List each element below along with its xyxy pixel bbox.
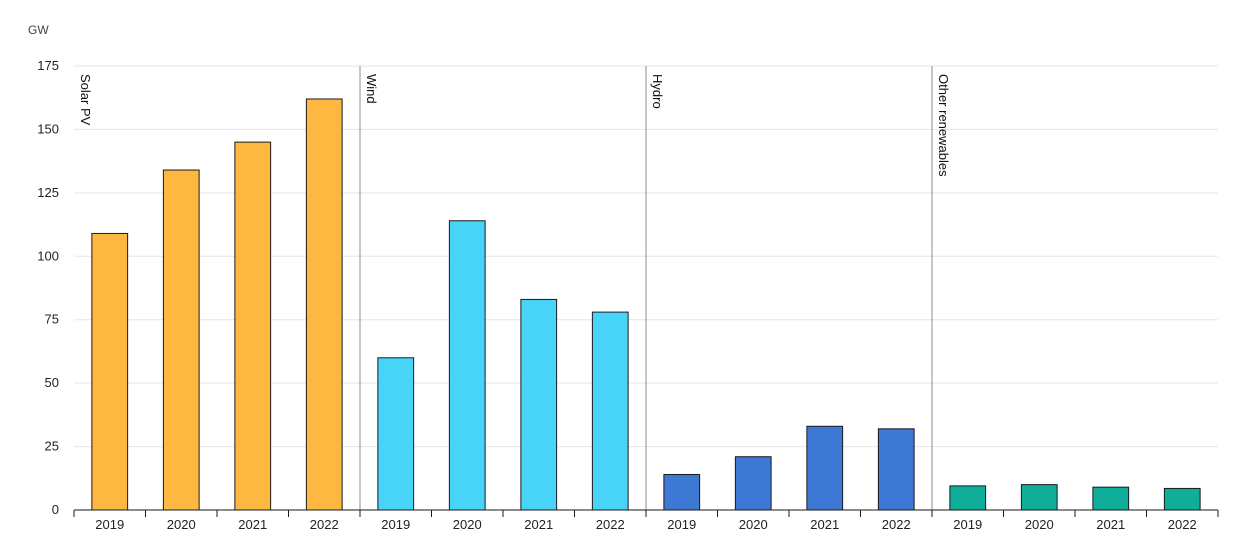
- y-tick-label: 50: [45, 375, 59, 390]
- x-tick-label: 2021: [524, 517, 553, 532]
- y-tick-label: 150: [37, 121, 59, 136]
- x-tick-label: 2020: [167, 517, 196, 532]
- x-tick-label: 2022: [882, 517, 911, 532]
- bar: [448, 220, 486, 511]
- x-tick-label: 2021: [238, 517, 267, 532]
- group-label: Other renewables: [936, 74, 951, 177]
- y-tick-label: 25: [45, 439, 59, 454]
- bar: [591, 311, 629, 511]
- bar: [1020, 484, 1058, 511]
- x-tick-label: 2020: [739, 517, 768, 532]
- x-tick-label: 2022: [310, 517, 339, 532]
- bar: [734, 456, 772, 511]
- bar: [877, 428, 915, 511]
- x-tick-label: 2019: [953, 517, 982, 532]
- bar: [663, 473, 701, 511]
- bar: [91, 232, 129, 511]
- group-label: Solar PV: [78, 74, 93, 126]
- y-axis-unit-label: GW: [28, 23, 49, 37]
- group-separators: [359, 66, 933, 510]
- bar: [1163, 487, 1201, 511]
- x-tick-label: 2020: [453, 517, 482, 532]
- x-tick-label: 2022: [596, 517, 625, 532]
- y-tick-label: 125: [37, 185, 59, 200]
- y-tick-label: 0: [52, 502, 59, 517]
- bar: [1092, 486, 1130, 511]
- bar: [806, 425, 844, 511]
- y-axis-ticks: 0 25 50 75 100 125 150 175: [37, 58, 59, 517]
- x-tick-label: 2019: [667, 517, 696, 532]
- x-tick-label: 2019: [381, 517, 410, 532]
- x-tick-label: 2020: [1025, 517, 1054, 532]
- x-tick-label: 2019: [95, 517, 124, 532]
- bar: [949, 485, 987, 511]
- x-tick-label: 2021: [1096, 517, 1125, 532]
- bar: [520, 298, 558, 511]
- bar: [377, 357, 415, 511]
- bar: [162, 169, 200, 511]
- y-tick-label: 75: [45, 312, 59, 327]
- group-label: Wind: [364, 74, 379, 104]
- bar: [234, 141, 272, 511]
- x-tick-label: 2022: [1168, 517, 1197, 532]
- y-tick-label: 175: [37, 58, 59, 73]
- bar: [305, 98, 343, 511]
- x-axis: 2019 2020 2021 2022 2019 2020 2021 2022 2019 2020…: [73, 509, 1219, 532]
- group-label: Hydro: [650, 74, 665, 109]
- group-labels: Solar PV Wind Hydro Other renewables: [78, 74, 951, 177]
- y-tick-label: 100: [37, 248, 59, 263]
- x-tick-label: 2021: [810, 517, 839, 532]
